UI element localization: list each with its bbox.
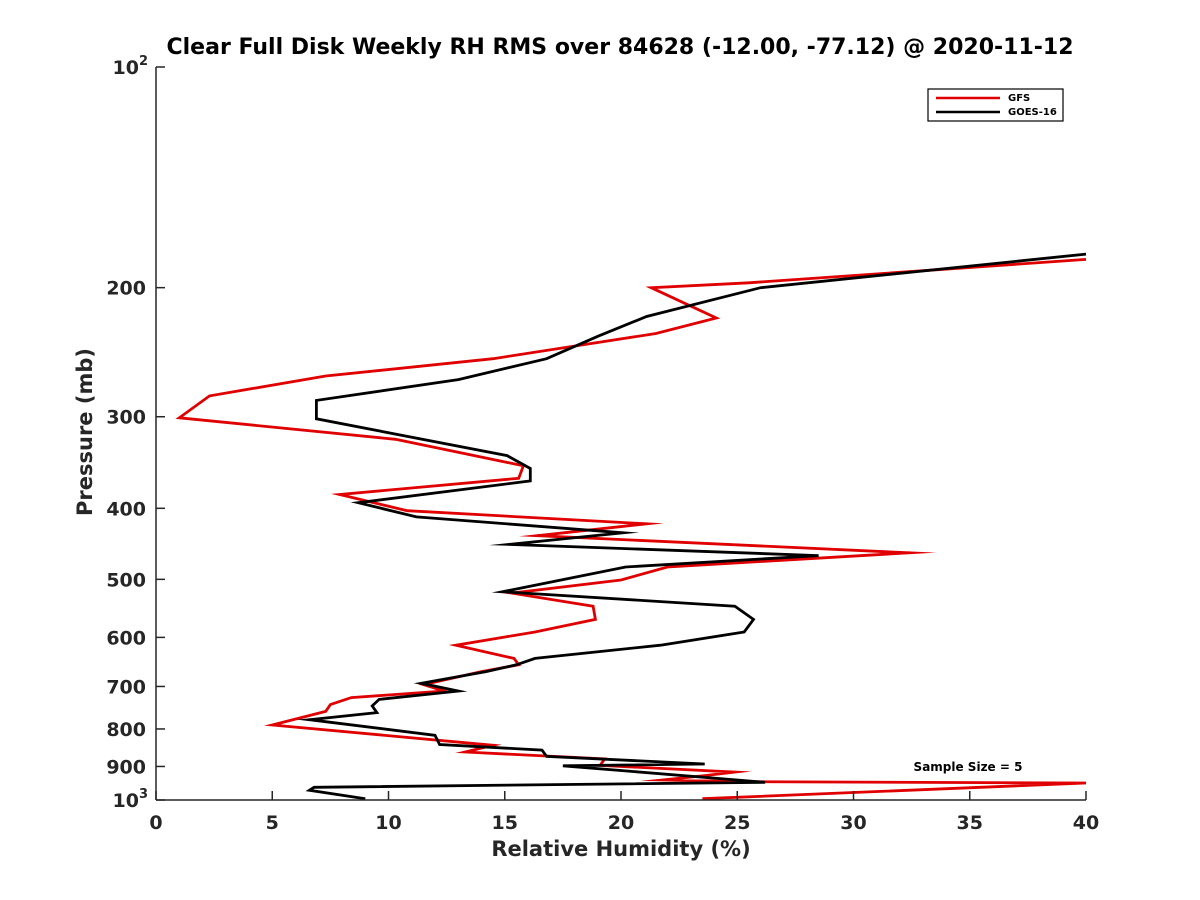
y-tick-label: 800: [106, 719, 146, 741]
y-axis-label: Pressure (mb): [73, 348, 97, 516]
y-tick-label: 500: [106, 569, 146, 591]
x-axis-label: Relative Humidity (%): [491, 837, 750, 861]
x-tick-label: 25: [724, 812, 750, 834]
series-layer: [175, 252, 1087, 801]
y-tick-label: 700: [106, 676, 146, 698]
y-tick-label: 103: [113, 787, 149, 812]
y-tick-label: 200: [106, 278, 146, 300]
y-tick-label: 900: [106, 756, 146, 778]
x-tick-label: 15: [492, 812, 518, 834]
x-tick-label: 35: [957, 812, 983, 834]
y-tick-label: 400: [106, 498, 146, 520]
x-tick-label: 5: [266, 812, 279, 834]
legend-box: [927, 88, 1064, 122]
y-tick-label: 600: [106, 627, 146, 649]
sample-size-annotation: Sample Size = 5: [914, 760, 1023, 774]
legend: GFS GOES-16: [927, 88, 1064, 122]
y-tick-label: 102: [113, 54, 149, 79]
x-tick-label: 20: [608, 812, 634, 834]
y-tick-label: 300: [106, 407, 146, 429]
legend-gfs-label: GFS: [1008, 93, 1030, 104]
x-tick-label: 10: [375, 812, 401, 834]
legend-goes16-label: GOES-16: [1008, 107, 1057, 118]
x-tick-label: 0: [149, 812, 162, 834]
x-tick-label: 30: [840, 812, 866, 834]
x-tick-label: 40: [1073, 812, 1099, 834]
series-line-goes-16: [297, 252, 1087, 801]
chart-title: Clear Full Disk Weekly RH RMS over 84628…: [166, 35, 1073, 60]
axes: 0 5 10 15 20 25 30 35 40 102 200 300 400 500 600 700 800…: [106, 54, 1099, 834]
